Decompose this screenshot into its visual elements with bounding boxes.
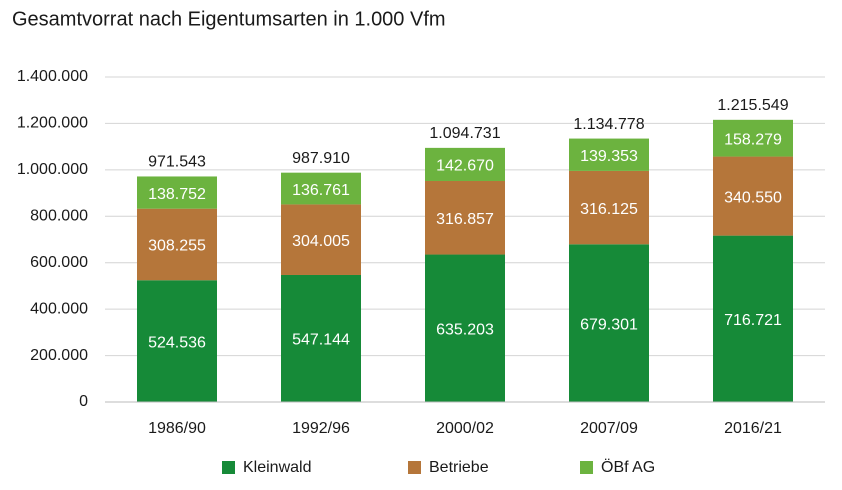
total-label: 987.910 — [292, 150, 350, 167]
x-tick-label: 2007/09 — [580, 420, 638, 437]
total-label: 1.134.778 — [573, 116, 644, 133]
y-tick-label: 600.000 — [30, 254, 88, 271]
legend-swatch — [222, 461, 235, 474]
data-label: 635.203 — [436, 321, 494, 338]
legend-swatch — [408, 461, 421, 474]
bar-segment — [569, 138, 649, 171]
bar-segment — [569, 170, 649, 245]
data-label: 138.752 — [148, 186, 206, 203]
y-tick-label: 1.000.000 — [17, 161, 88, 178]
y-tick-label: 200.000 — [30, 347, 88, 364]
data-label: 136.761 — [292, 182, 350, 199]
bar-segment — [281, 274, 361, 402]
bar-segment — [137, 280, 217, 402]
bar-segment — [281, 204, 361, 275]
bar-segment — [425, 147, 505, 181]
y-tick-label: 800.000 — [30, 208, 88, 225]
y-tick-label: 1.200.000 — [17, 115, 88, 132]
y-tick-label: 400.000 — [30, 300, 88, 317]
data-label: 524.536 — [148, 334, 206, 351]
data-label: 679.301 — [580, 316, 638, 333]
chart-title: Gesamtvorrat nach Eigentumsarten in 1.00… — [12, 8, 446, 30]
bar-segment — [425, 254, 505, 402]
data-label: 316.125 — [580, 201, 638, 218]
bar-segment — [569, 244, 649, 402]
x-tick-label: 1992/96 — [292, 420, 350, 437]
y-tick-label: 1.400.000 — [17, 68, 88, 85]
data-label: 308.255 — [148, 238, 206, 255]
data-label: 158.279 — [724, 131, 782, 148]
legend-label: Kleinwald — [243, 459, 311, 476]
x-tick-label: 2000/02 — [436, 420, 494, 437]
data-label: 547.144 — [292, 332, 350, 349]
total-label: 971.543 — [148, 154, 206, 171]
bar-segment — [713, 235, 793, 402]
bar-segment — [425, 180, 505, 255]
bar-segment — [137, 208, 217, 281]
data-label: 340.550 — [724, 189, 782, 206]
data-label: 716.721 — [724, 312, 782, 329]
data-label: 316.857 — [436, 211, 494, 228]
legend-label: Betriebe — [429, 459, 489, 476]
total-label: 1.094.731 — [429, 125, 500, 142]
data-label: 304.005 — [292, 233, 350, 250]
total-label: 1.215.549 — [717, 97, 788, 114]
y-tick-label: 0 — [79, 393, 88, 410]
bar-segment — [713, 156, 793, 236]
legend-swatch — [580, 461, 593, 474]
bar-segment — [713, 119, 793, 157]
x-tick-label: 2016/21 — [724, 420, 782, 437]
data-label: 142.670 — [436, 158, 494, 175]
legend-label: ÖBf AG — [601, 458, 655, 476]
data-label: 139.353 — [580, 148, 638, 165]
x-tick-label: 1986/90 — [148, 420, 206, 437]
bar-segment — [281, 172, 361, 205]
bar-segment — [137, 176, 217, 209]
